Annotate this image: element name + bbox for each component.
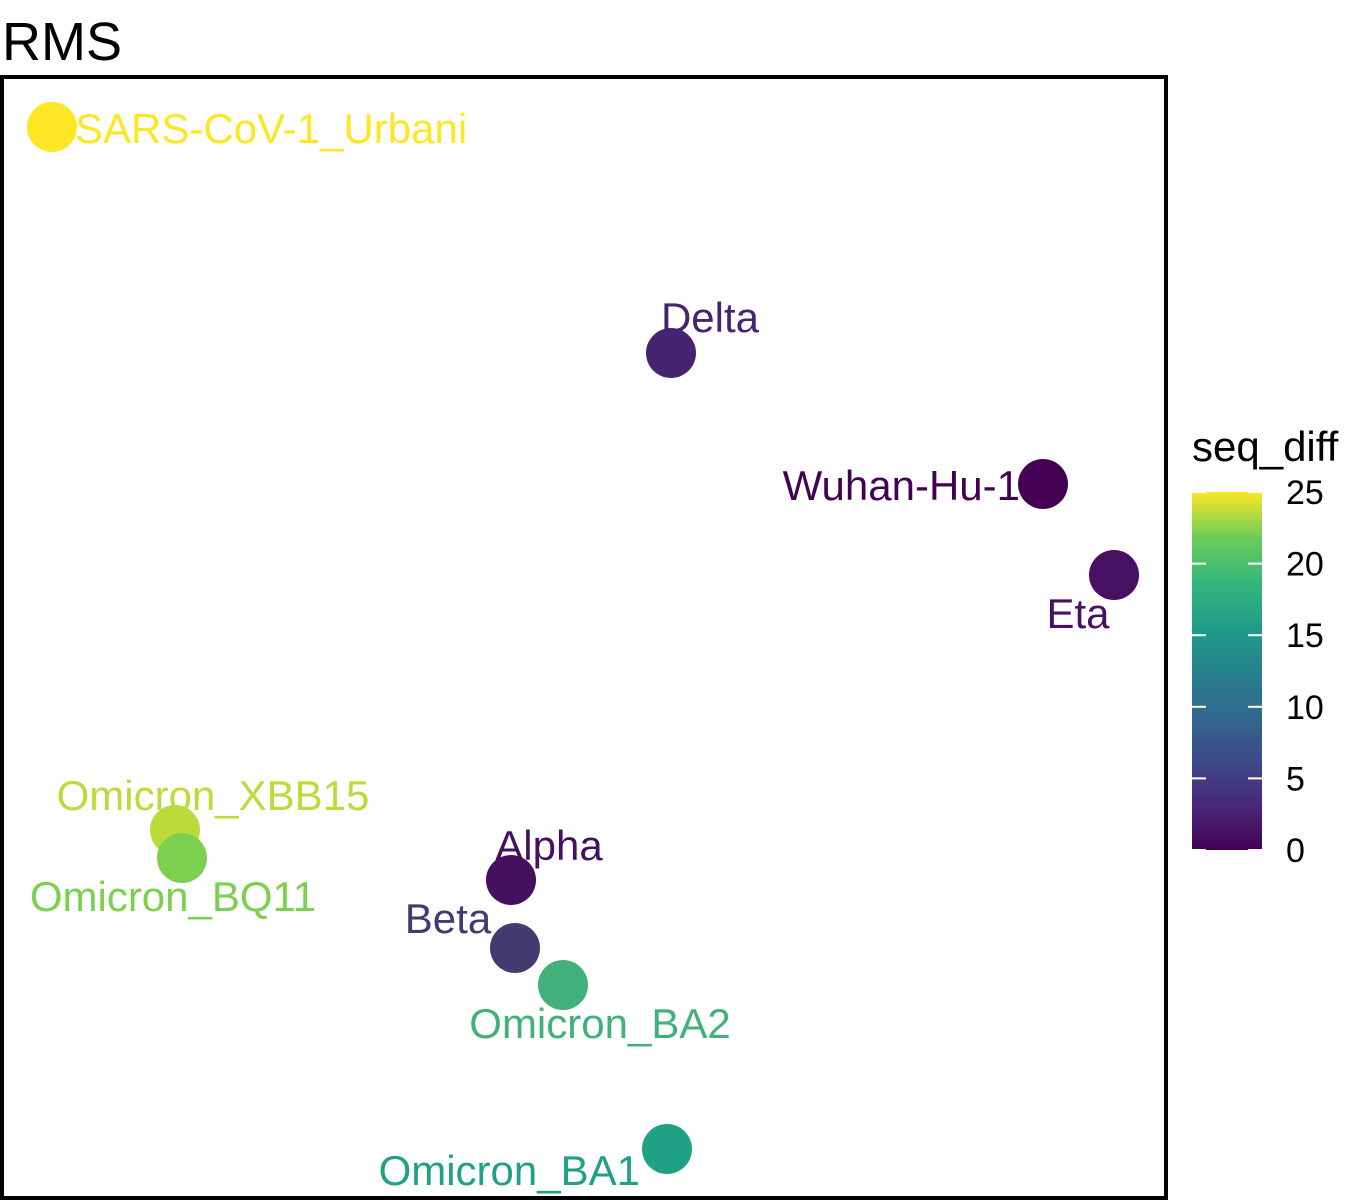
plot-panel-border <box>0 75 1168 1200</box>
chart-title: RMS <box>2 12 122 72</box>
legend-title: seq_diff <box>1192 423 1339 470</box>
point-label-omicron-ba2: Omicron_BA2 <box>469 1000 730 1047</box>
colorbar-tick-label-0: 0 <box>1286 832 1305 870</box>
colorbar-tick-label-25: 25 <box>1286 474 1324 512</box>
colorbar-tick-label-20: 20 <box>1286 546 1324 584</box>
colorbar-tick-label-5: 5 <box>1286 760 1305 798</box>
point-omicron-ba1 <box>642 1124 692 1174</box>
point-label-delta: Delta <box>661 294 760 341</box>
point-label-wuhan-hu-1: Wuhan-Hu-1 <box>783 462 1020 509</box>
point-sars-cov-1-urbani <box>27 102 77 152</box>
point-alpha <box>486 855 536 905</box>
point-delta <box>646 328 696 378</box>
point-omicron-bq11 <box>157 833 207 883</box>
colorbar <box>1192 492 1262 850</box>
colorbar-ticks: 0 5 10 15 20 25 <box>1192 474 1324 870</box>
point-eta <box>1089 550 1139 600</box>
point-label-omicron-xbb15: Omicron_XBB15 <box>57 772 370 819</box>
points-layer <box>27 102 1139 1174</box>
point-label-omicron-ba1: Omicron_BA1 <box>379 1147 640 1194</box>
point-label-beta: Beta <box>405 895 492 942</box>
colorbar-tick-label-15: 15 <box>1286 617 1324 655</box>
point-omicron-ba2 <box>538 960 588 1010</box>
point-label-eta: Eta <box>1046 590 1110 637</box>
point-label-alpha: Alpha <box>495 822 603 869</box>
point-label-omicron-bq11: Omicron_BQ11 <box>30 873 316 920</box>
labels-layer: SARS-CoV-1_Urbani Delta Wuhan-Hu-1 Eta Omicr… <box>30 105 1110 1194</box>
point-label-sars-cov-1-urbani: SARS-CoV-1_Urbani <box>75 105 467 152</box>
point-wuhan-hu-1 <box>1018 459 1068 509</box>
point-beta <box>490 923 540 973</box>
colorbar-tick-label-10: 10 <box>1286 689 1324 727</box>
